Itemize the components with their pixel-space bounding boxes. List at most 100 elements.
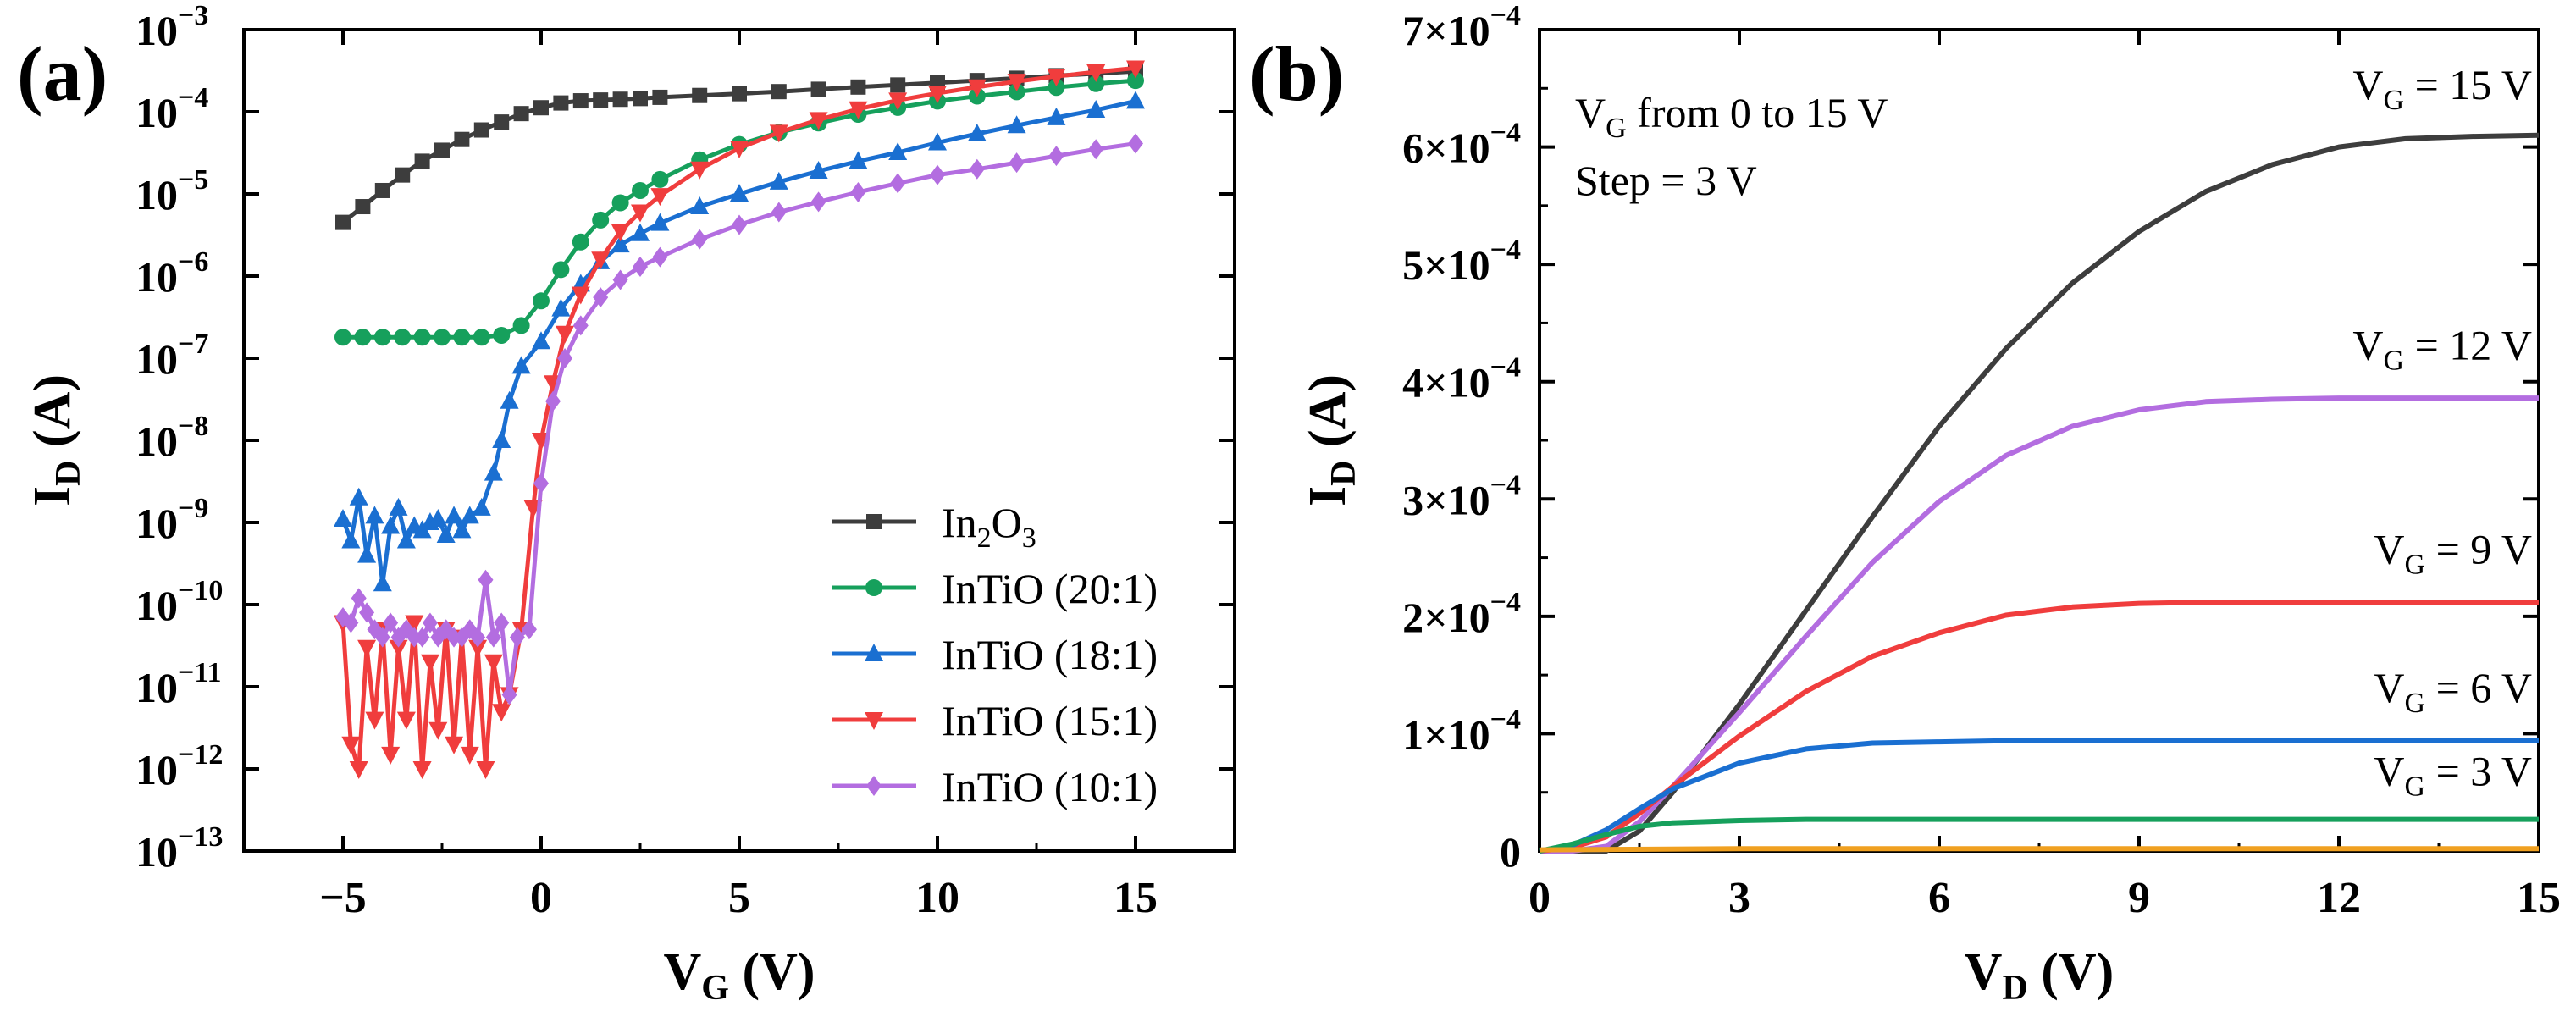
data-point <box>445 736 464 754</box>
legend-label: InTiO (10:1) <box>942 763 1158 810</box>
data-point <box>769 171 788 190</box>
legend-text: InTiO (15:1) <box>942 697 1158 744</box>
curve-label-text: = 12 V <box>2404 321 2532 368</box>
data-point <box>732 86 747 102</box>
x-tick-label-text: 0 <box>530 874 552 922</box>
data-point <box>334 508 352 527</box>
panel-label: (a) <box>17 30 108 117</box>
y-tick-base: ×10 <box>1423 7 1490 54</box>
x-tick-label: 5 <box>728 874 750 922</box>
curve-label-subscript: G <box>2405 771 2426 802</box>
data-point <box>1048 79 1065 97</box>
x-tick-label: −5 <box>319 874 367 922</box>
legend-marker <box>865 579 882 596</box>
y-axis-label: ID (A) <box>1299 374 1363 506</box>
data-point <box>365 711 384 730</box>
y-tick-label: 10−3 <box>135 0 208 54</box>
y-tick-base: 10 <box>135 746 178 793</box>
data-point <box>930 164 945 185</box>
data-point <box>593 92 609 108</box>
y-axis-symbol: I <box>24 486 81 506</box>
annotation-step: Step = 3 V <box>1575 157 1757 204</box>
data-point <box>494 612 510 633</box>
data-point <box>355 199 371 215</box>
data-point <box>633 91 648 107</box>
data-point <box>551 298 571 317</box>
y-tick-exponent: −4 <box>1490 118 1521 149</box>
data-point <box>810 191 826 213</box>
series-intio-20-1- <box>334 72 1144 346</box>
curve-vg-3-v <box>1539 816 2539 854</box>
data-point <box>771 202 787 223</box>
data-point <box>533 292 550 310</box>
data-point <box>928 132 947 151</box>
y-axis-unit: (A) <box>24 374 81 461</box>
data-point <box>468 639 488 658</box>
panel-a-transfer-chart: −5 0 5 10 1510−1310−1210−1110−1010−910−810−7… <box>17 0 1236 1008</box>
curve-label-subscript: G <box>2384 345 2405 376</box>
data-point <box>406 627 423 648</box>
data-point <box>1126 91 1145 109</box>
y-tick-exponent: −10 <box>178 575 223 606</box>
y-tick-label: 10−5 <box>135 164 208 218</box>
y-tick-mantissa: 2 <box>1402 594 1423 641</box>
x-tick-label-text: 12 <box>2317 874 2361 922</box>
series-in2o3 <box>335 64 1143 230</box>
annotation-gate-range: VG from 0 to 15 V <box>1575 89 1888 144</box>
x-tick-label: 10 <box>915 874 959 922</box>
data-point <box>890 173 906 194</box>
y-axis-label: ID (A) <box>24 374 88 506</box>
y-tick-label: 6×10−4 <box>1402 118 1521 172</box>
legend-text: InTiO (10:1) <box>942 763 1158 810</box>
y-tick-exponent: −12 <box>178 739 223 771</box>
curve-label-subscript: G <box>2405 688 2426 719</box>
y-tick-exponent: −4 <box>1490 352 1521 384</box>
data-point <box>381 516 401 534</box>
data-point <box>511 356 531 374</box>
data-point <box>394 329 412 346</box>
y-tick-label: 3×10−4 <box>1402 469 1521 523</box>
data-point <box>730 141 749 159</box>
legend-text: InTiO (20:1) <box>942 565 1158 612</box>
data-point <box>445 506 464 524</box>
data-point <box>592 211 610 229</box>
y-tick-mantissa: 7 <box>1402 7 1423 54</box>
data-point <box>572 233 589 251</box>
data-point <box>1086 64 1106 83</box>
legend-marker <box>865 712 883 730</box>
data-point <box>631 223 650 241</box>
legend-text: In <box>942 499 977 546</box>
x-axis-symbol: V <box>663 943 701 1001</box>
data-point <box>395 167 411 183</box>
data-point <box>692 87 708 103</box>
x-tick-label-text: 15 <box>2517 874 2561 922</box>
data-point <box>1126 60 1145 79</box>
x-tick-label: 12 <box>2317 874 2361 922</box>
annotation-text: from 0 to 15 V <box>1627 89 1888 136</box>
y-tick-exponent: −4 <box>1490 587 1521 618</box>
data-point <box>969 158 985 180</box>
data-point <box>452 520 472 539</box>
y-tick-exponent: −9 <box>178 493 208 524</box>
data-point <box>690 196 710 215</box>
y-tick-base: 10 <box>135 335 178 383</box>
y-tick-base: 10 <box>135 664 178 711</box>
data-point <box>354 329 372 346</box>
y-tick-mantissa: 3 <box>1402 476 1423 523</box>
curve-label-subscript: G <box>2405 550 2426 581</box>
data-point <box>420 654 439 672</box>
x-axis-symbol: V <box>1965 943 2003 1001</box>
data-point <box>446 627 462 648</box>
y-tick-exponent: −7 <box>178 329 208 360</box>
x-tick-label-text: 10 <box>915 874 959 922</box>
data-point <box>545 390 561 412</box>
x-tick-label-text: −5 <box>319 874 367 922</box>
data-point <box>374 627 390 648</box>
data-point <box>500 390 519 409</box>
data-point <box>571 286 590 305</box>
x-tick-label-text: 6 <box>1928 874 1950 922</box>
y-tick-exponent: −5 <box>178 164 208 196</box>
data-point <box>650 213 670 231</box>
panel-b-output-chart: 0 3 6 9 12 1501×10−42×10−43×10−44×10−45×10−46… <box>1249 0 2561 1008</box>
y-tick-mantissa: 4 <box>1402 359 1423 406</box>
